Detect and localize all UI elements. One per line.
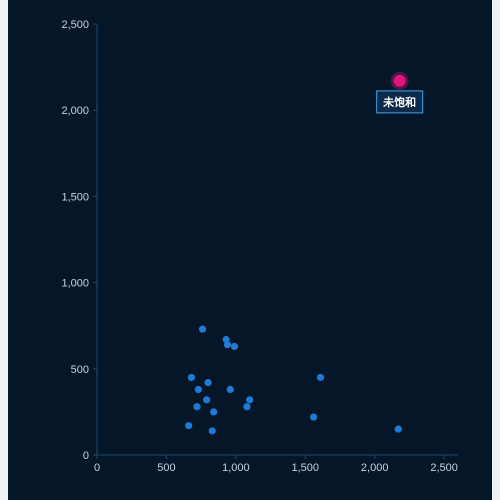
data-point: [226, 385, 234, 394]
y-tick-label: 500: [71, 364, 89, 376]
highlight-annotation-label: 未饱和: [382, 95, 416, 109]
data-point: [230, 342, 239, 350]
x-tick-label: 1,000: [222, 462, 250, 474]
data-point: [187, 373, 196, 382]
data-points: [185, 325, 402, 435]
x-tick-label: 2,500: [430, 462, 458, 474]
data-point: [185, 422, 193, 430]
highlight-group: 未饱和: [376, 71, 424, 114]
data-point: [210, 408, 218, 416]
data-point: [310, 413, 318, 421]
chart-panel: [8, 0, 492, 500]
data-point: [204, 378, 212, 387]
data-point: [203, 396, 211, 404]
y-axis-ticks: 0 500 1,000 1,500 2,000 2,500: [61, 19, 97, 462]
data-point: [316, 373, 325, 382]
x-tick-label: 1,500: [292, 462, 320, 474]
y-tick-label: 1,500: [61, 191, 89, 203]
highlight-point: [393, 74, 406, 87]
highlight-annotation-box: [376, 90, 424, 114]
x-tick-label: 0: [94, 462, 100, 474]
data-point: [193, 403, 201, 411]
data-point: [243, 403, 251, 411]
x-tick-label: 500: [157, 462, 175, 474]
data-point: [208, 427, 216, 435]
y-tick-label: 0: [83, 450, 89, 462]
data-point: [246, 396, 254, 404]
data-point: [198, 325, 207, 333]
y-tick-label: 1,000: [61, 278, 89, 290]
y-tick-label: 2,000: [61, 105, 89, 117]
data-point: [223, 341, 232, 349]
data-point: [194, 385, 202, 394]
x-tick-label: 2,000: [361, 462, 389, 474]
y-tick-label: 2,500: [61, 19, 89, 31]
axes: [96, 24, 458, 456]
x-axis-ticks: 0 500 1,000 1,500 2,000 2,500: [94, 455, 458, 474]
data-point: [394, 425, 402, 433]
